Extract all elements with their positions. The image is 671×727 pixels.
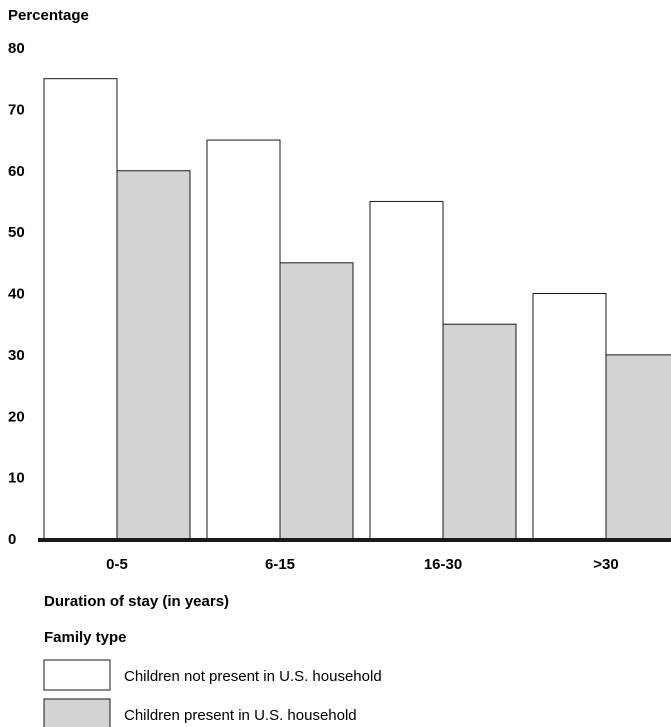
y-axis-ticks: 0 10 20 30 40 50 60 70 80 bbox=[8, 40, 25, 548]
y-tick-label: 0 bbox=[8, 531, 16, 548]
legend-label-children-not-present: Children not present in U.S. household bbox=[124, 668, 382, 685]
legend-swatch-children-not-present bbox=[43, 659, 111, 691]
x-tick-label: >30 bbox=[593, 556, 618, 573]
legend-label-children-present: Children present in U.S. household bbox=[124, 707, 357, 724]
y-tick-label: 30 bbox=[8, 347, 25, 364]
y-tick-label: 10 bbox=[8, 470, 25, 487]
y-tick-label: 80 bbox=[8, 40, 25, 57]
bar-children-not-present->30 bbox=[532, 293, 607, 540]
legend-title: Family type bbox=[44, 629, 127, 646]
bar-children-not-present-16-30 bbox=[369, 200, 444, 540]
x-tick-label: 0-5 bbox=[106, 556, 128, 573]
bar-children-present->30 bbox=[605, 354, 671, 540]
y-axis-label: Percentage bbox=[8, 7, 89, 24]
x-tick-label: 16-30 bbox=[424, 556, 462, 573]
legend-swatch-children-present bbox=[43, 698, 111, 727]
bar-children-present-6-15 bbox=[279, 262, 354, 540]
x-axis-ticks: 0-5 6-15 16-30 >30 bbox=[106, 556, 619, 573]
bar-children-not-present-0-5 bbox=[43, 78, 118, 540]
y-tick-label: 40 bbox=[8, 286, 25, 303]
bar-children-not-present-6-15 bbox=[206, 139, 281, 540]
y-tick-label: 20 bbox=[8, 408, 25, 425]
x-tick-label: 6-15 bbox=[265, 556, 295, 573]
bar-children-present-0-5 bbox=[116, 170, 191, 540]
bars bbox=[43, 78, 671, 540]
y-tick-label: 60 bbox=[8, 163, 25, 180]
x-axis-label: Duration of stay (in years) bbox=[44, 593, 229, 610]
y-tick-label: 70 bbox=[8, 101, 25, 118]
bar-children-present-16-30 bbox=[442, 323, 517, 540]
y-tick-label: 50 bbox=[8, 224, 25, 241]
